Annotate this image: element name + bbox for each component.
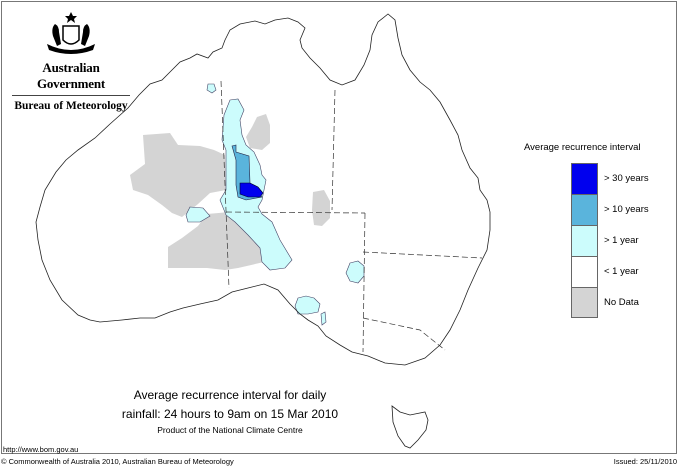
agency-name: Bureau of Meteorology (14, 100, 128, 112)
map-frame (1, 1, 677, 454)
legend-label: > 30 years (604, 173, 649, 184)
logo-divider (12, 95, 130, 96)
state-borders (220, 80, 483, 353)
legend-swatch (571, 287, 598, 318)
map-title-line3: Product of the National Climate Centre (157, 425, 303, 435)
issued-date: Issued: 25/11/2010 (613, 457, 677, 466)
website-link[interactable]: http://www.bom.gov.au (3, 445, 79, 454)
legend-swatch (571, 194, 598, 225)
map-title: Average recurrence interval for daily ra… (110, 386, 350, 436)
map-title-line1: Average recurrence interval for daily (133, 388, 327, 402)
legend-label: > 1 year (604, 235, 639, 246)
gt-30-years-region (239, 182, 264, 198)
legend-label: < 1 year (604, 266, 639, 277)
legend: > 30 years > 10 years > 1 year < 1 year … (571, 163, 649, 318)
agency-logo: Australian Government Bureau of Meteorol… (8, 10, 134, 112)
legend-swatch (571, 256, 598, 287)
gt-1-year-regions (185, 83, 365, 326)
map-title-line2: rainfall: 24 hours to 9am on 15 Mar 2010 (121, 407, 339, 421)
legend-item-gt-30-years: > 30 years (571, 163, 649, 194)
legend-swatch (571, 225, 598, 256)
legend-item-gt-10-years: > 10 years (571, 194, 649, 225)
legend-label: > 10 years (604, 204, 649, 215)
legend-item-gt-1-year: > 1 year (571, 225, 649, 256)
tasmania (391, 405, 429, 449)
government-name: Australian Government (36, 60, 106, 91)
legend-swatch (571, 163, 598, 194)
coastline (35, 13, 491, 366)
coat-of-arms-icon (47, 12, 95, 54)
legend-item-lt-1-year: < 1 year (571, 256, 649, 287)
legend-label: No Data (604, 297, 639, 308)
legend-title: Average recurrence interval (524, 142, 641, 153)
copyright-text: © Commonwealth of Australia 2010, Austra… (1, 457, 234, 466)
legend-item-no-data: No Data (571, 287, 649, 318)
